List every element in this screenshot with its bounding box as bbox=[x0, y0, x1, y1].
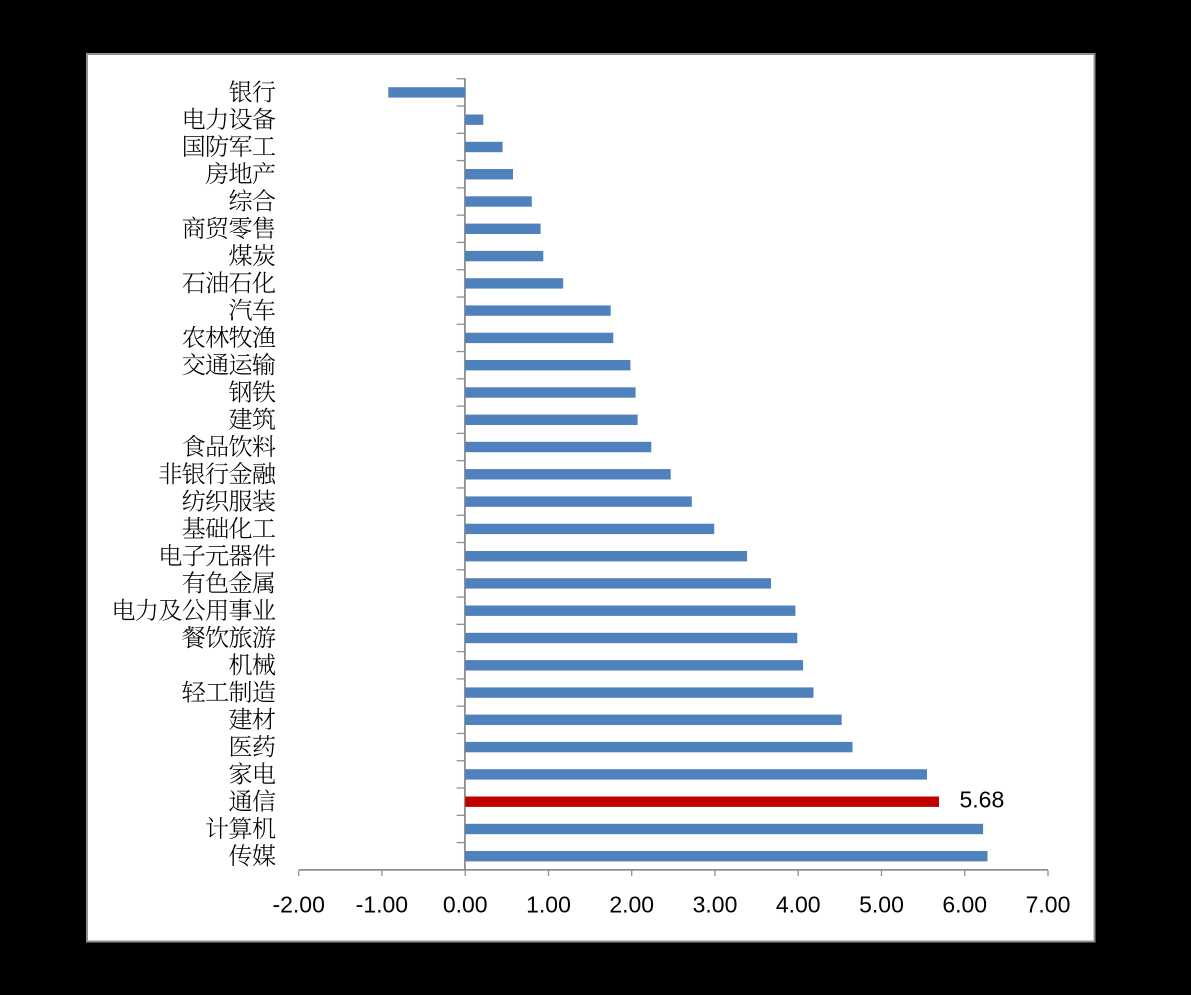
svg-text:-2.00: -2.00 bbox=[272, 892, 324, 918]
svg-text:1.00: 1.00 bbox=[526, 892, 571, 918]
svg-text:0.00: 0.00 bbox=[443, 892, 488, 918]
svg-text:5.68: 5.68 bbox=[960, 787, 1005, 813]
svg-text:5.00: 5.00 bbox=[859, 892, 904, 918]
svg-text:7.00: 7.00 bbox=[1026, 892, 1071, 918]
svg-text:4.00: 4.00 bbox=[776, 892, 821, 918]
svg-text:6.00: 6.00 bbox=[942, 892, 987, 918]
svg-text:3.00: 3.00 bbox=[693, 892, 738, 918]
svg-text:2.00: 2.00 bbox=[609, 892, 654, 918]
svg-text:-1.00: -1.00 bbox=[356, 892, 408, 918]
